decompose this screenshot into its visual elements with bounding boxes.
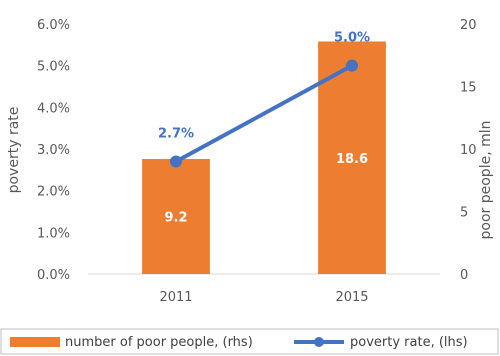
y-tick-label: 3.0%: [37, 143, 70, 158]
y-tick-label: 5.0%: [37, 60, 70, 75]
y-tick-label: 6.0%: [37, 18, 70, 33]
y-axis-title: poverty rate: [6, 107, 22, 194]
bar-value-label: 9.2: [164, 211, 187, 226]
y-tick-label: 2.0%: [37, 185, 70, 200]
x-tick-label: 2015: [335, 290, 368, 305]
bar: [142, 159, 210, 274]
legend-swatch-bar: [10, 337, 60, 347]
y2-axis-title: poor people, mln: [478, 121, 494, 240]
y2-tick-label: 15: [460, 81, 477, 96]
bar-value-label: 18.6: [336, 152, 368, 167]
y2-tick-label: 20: [460, 18, 477, 33]
y-tick-label: 0.0%: [37, 268, 70, 283]
legend-label-line: poverty rate, (lhs): [350, 335, 468, 350]
line-layer: 2.7% 5.0%: [158, 31, 370, 168]
legend-swatch-marker: [314, 337, 324, 347]
bar: [318, 41, 386, 274]
line-point: [346, 59, 358, 72]
y2-tick-label: 0: [460, 268, 468, 283]
line-value-label: 2.7%: [158, 127, 194, 142]
axes-layer: 0.0% 1.0% 2.0% 3.0% 4.0% 5.0% 6.0% 0 5 10 15 20 2011…: [37, 18, 477, 305]
legend-frame: [0, 328, 499, 355]
legend: number of poor people, (rhs) poverty rat…: [0, 328, 499, 355]
y2-tick-label: 10: [460, 143, 477, 158]
line-point: [170, 155, 182, 168]
y-tick-label: 1.0%: [37, 226, 70, 241]
poverty-rate-line: [175, 63, 353, 164]
x-tick-label: 2011: [159, 290, 192, 305]
legend-label-bar: number of poor people, (rhs): [65, 335, 253, 350]
y-tick-label: 4.0%: [37, 101, 70, 116]
y2-tick-label: 5: [460, 206, 468, 221]
bars-layer: 9.2 18.6: [142, 41, 386, 274]
line-value-label: 5.0%: [334, 31, 370, 46]
